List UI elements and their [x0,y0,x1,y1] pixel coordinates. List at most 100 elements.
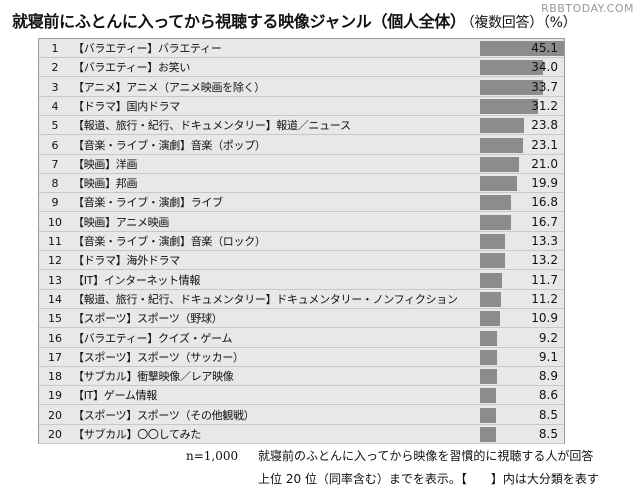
category-label: 【サブカル】衝撃映像／レア映像 [73,370,234,384]
category-label: 【音楽・ライブ・演劇】ライブ [73,196,223,210]
data-label: 11.2 [531,291,558,306]
rank-label: 16 [48,331,62,345]
category-label: 【バラエティー】お笑い [73,61,191,75]
data-label: 9.2 [538,330,558,345]
bar [480,79,543,95]
footer-note-line2: 上位 20 位（同率含む）までを表示。【 】内は大分類を表す [258,472,599,486]
rank-label: 13 [48,273,62,287]
data-label: 23.1 [531,137,558,152]
table-row: 16 【バラエティー】クイズ・ゲーム 9.2 [39,328,564,348]
data-label: 9.1 [538,349,558,364]
category-label: 【IT】インターネット情報 [73,273,201,287]
category-label: 【報道、旅行・紀行、ドキュメンタリー】ドキュメンタリー・ノンフィクション [73,292,458,306]
bar [480,330,498,346]
bar [480,311,501,327]
data-label: 31.2 [531,98,558,113]
data-label: 45.1 [531,41,558,55]
bar [480,118,525,134]
rank-label: 17 [48,350,62,364]
bar [480,60,544,76]
category-label: 【サブカル】〇〇してみた [73,428,202,441]
category-label: 【スポーツ】スポーツ（その他観戦） [73,408,255,422]
category-label: 【報道、旅行・紀行、ドキュメンタリー】報道／ニュース [73,119,351,133]
data-label: 13.3 [531,234,558,248]
data-label: 16.7 [531,214,558,229]
table-row: 1 【バラエティー】バラエティー 45.1 [39,39,564,58]
table-row: 8 【映画】邦画 19.9 [39,174,564,194]
rank-label: 2 [51,61,59,75]
rank-label: 6 [51,138,59,152]
table-row: 12 【ドラマ】海外ドラマ 13.2 [39,251,564,271]
rank-label: 11 [48,235,62,248]
bar [480,427,496,442]
category-label: 【IT】ゲーム情報 [73,389,157,403]
rank-label: 1 [51,42,59,55]
table-row: 18 【サブカル】衝撃映像／レア映像 8.9 [39,367,564,387]
bar [480,98,539,114]
data-label: 23.8 [531,118,558,133]
table-row: 9 【音楽・ライブ・演劇】ライブ 16.8 [39,193,564,213]
data-label: 34.0 [531,60,558,75]
chart-title: 就寝前にふとんに入ってから視聴する映像ジャンル（個人全体） （複数回答）（%） [12,9,636,35]
data-label: 8.5 [538,407,558,422]
table-row: 6 【音楽・ライブ・演劇】音楽（ポップ） 23.1 [39,135,564,155]
chart-title-main: 就寝前にふとんに入ってから視聴する映像ジャンル（個人全体） [12,12,466,31]
category-label: 【映画】邦画 [73,177,138,191]
table-row: 15 【スポーツ】スポーツ（野球） 10.9 [39,309,564,329]
bar [480,407,496,423]
bar [480,272,502,288]
rank-label: 12 [48,254,62,268]
category-label: 【ドラマ】国内ドラマ [73,99,180,113]
rank-label: 5 [51,119,59,133]
bar [480,137,523,153]
table-row: 7 【映画】洋画 21.0 [39,154,564,174]
bar [480,156,520,172]
rank-label: 19 [48,389,62,403]
category-label: 【音楽・ライブ・演劇】音楽（ロック） [73,235,266,248]
rank-label: 20 [48,408,62,422]
data-label: 8.9 [538,369,558,384]
data-label: 13.2 [531,253,558,268]
rank-label: 18 [48,370,62,384]
data-label: 8.5 [538,427,558,441]
category-label: 【スポーツ】スポーツ（サッカー） [73,350,244,364]
table-row: 17 【スポーツ】スポーツ（サッカー） 9.1 [39,347,564,367]
table-row: 2 【バラエティー】お笑い 34.0 [39,58,564,78]
footer-sample-size: n=1,000 [186,449,239,463]
category-label: 【ドラマ】海外ドラマ [73,254,180,268]
rank-label: 14 [48,292,62,306]
category-label: 【スポーツ】スポーツ（野球） [73,312,223,326]
data-label: 33.7 [531,79,558,94]
category-label: 【バラエティー】クイズ・ゲーム [73,331,233,345]
bar-chart-table: 1 【バラエティー】バラエティー 45.1 2 【バラエティー】お笑い 34.0 3 【アニメ… [38,38,565,444]
table-row: 19 【IT】ゲーム情報 8.6 [39,386,564,406]
rank-label: 7 [51,157,59,171]
bar [480,176,517,192]
rank-label: 20 [48,428,62,441]
data-label: 11.7 [531,272,558,287]
bar [480,195,512,211]
category-label: 【映画】洋画 [73,157,138,171]
table-row: 20 【サブカル】〇〇してみた 8.5 [39,425,564,444]
bar [480,369,497,385]
bar [480,41,564,56]
chart-title-sub: （複数回答）（%） [467,15,577,31]
footer-note-line1: 就寝前のふとんに入ってから映像を習慣的に視聴する人が回答 [258,449,594,463]
table-row: 4 【ドラマ】国内ドラマ 31.2 [39,96,564,116]
rank-label: 4 [51,99,59,113]
table-row: 14 【報道、旅行・紀行、ドキュメンタリー】ドキュメンタリー・ノンフィクション 11… [39,289,564,309]
rank-label: 10 [48,215,62,229]
category-label: 【映画】アニメ映画 [73,215,170,229]
rank-label: 9 [51,196,59,210]
bar [480,214,512,230]
bar [480,291,501,307]
data-label: 16.8 [531,195,558,210]
table-row: 13 【IT】インターネット情報 11.7 [39,270,564,290]
data-label: 21.0 [531,156,558,171]
category-label: 【音楽・ライブ・演劇】音楽（ポップ） [73,138,266,152]
data-label: 8.6 [538,388,558,403]
data-label: 10.9 [531,311,558,326]
bar [480,234,505,249]
rank-label: 15 [48,312,62,326]
table-row: 3 【アニメ】アニメ（アニメ映画を除く） 33.7 [39,77,564,97]
